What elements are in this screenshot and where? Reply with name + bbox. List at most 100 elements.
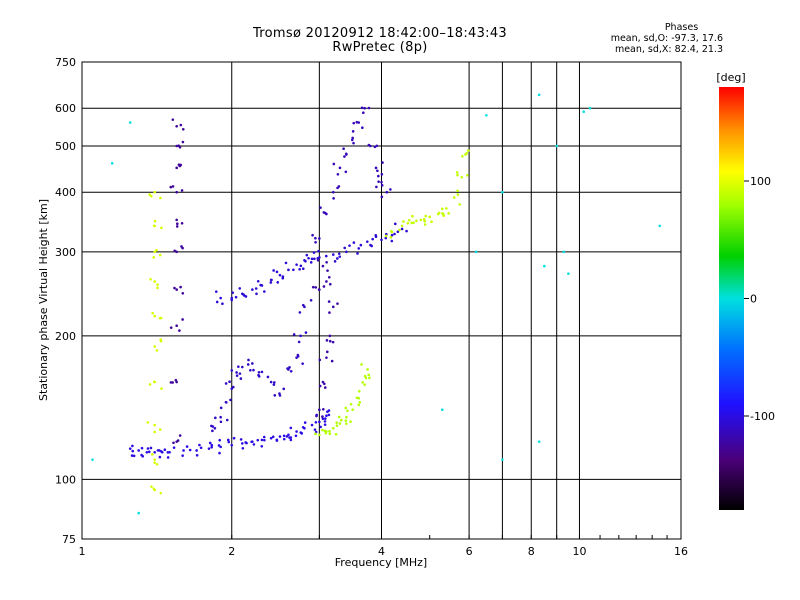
data-point [272, 269, 275, 272]
data-point [214, 416, 217, 420]
data-point [159, 339, 163, 343]
phase-stats-title: Phases [664, 22, 699, 33]
grid-lines [81, 62, 682, 539]
x-tick-label: 1 [79, 545, 86, 558]
data-point [381, 161, 384, 164]
data-point [310, 423, 314, 427]
data-point [260, 370, 264, 374]
data-point [210, 443, 214, 447]
data-point [155, 349, 159, 352]
data-point [146, 447, 150, 450]
data-point [385, 190, 389, 194]
data-point [351, 408, 354, 412]
data-point [179, 285, 182, 289]
data-point [359, 243, 363, 247]
data-point [282, 434, 286, 438]
data-point [344, 152, 348, 156]
data-point [582, 110, 586, 114]
data-point [405, 229, 408, 233]
data-point [173, 286, 176, 290]
data-point [175, 218, 178, 222]
colorbar-ticks: 100 0 -100 [744, 175, 775, 423]
data-point [173, 249, 176, 253]
data-point [319, 425, 322, 429]
x-tick-label: 2 [228, 545, 235, 558]
data-point [318, 358, 322, 362]
data-point [153, 314, 156, 318]
data-point [328, 311, 331, 314]
data-point [169, 185, 173, 189]
data-point [349, 402, 353, 406]
data-point [338, 255, 342, 258]
colorbar-tick-label: 0 [750, 293, 757, 306]
data-point [336, 172, 340, 176]
data-point [178, 434, 182, 437]
data-point [402, 220, 405, 223]
data-point [322, 382, 326, 386]
data-point [336, 302, 339, 305]
data-point [284, 261, 288, 265]
data-point [373, 145, 377, 149]
data-point [366, 240, 369, 243]
data-point [251, 362, 254, 365]
x-tick-label: 16 [674, 545, 688, 558]
data-point [145, 450, 149, 454]
data-point [237, 365, 240, 368]
data-point [270, 278, 273, 282]
data-point [176, 222, 179, 225]
data-point [289, 369, 293, 373]
data-point [221, 302, 224, 306]
data-point [230, 296, 234, 300]
data-point [295, 263, 298, 266]
data-point [259, 283, 262, 287]
data-point [158, 253, 162, 257]
data-point [301, 303, 305, 307]
data-point [181, 127, 185, 131]
data-point [311, 233, 314, 237]
data-point [275, 439, 279, 442]
data-point [215, 300, 219, 304]
data-point [225, 418, 229, 422]
data-point [332, 162, 336, 166]
data-point [255, 292, 258, 296]
data-point [153, 430, 156, 434]
data-point [325, 260, 328, 264]
data-point [328, 429, 331, 433]
y-tick-label: 100 [55, 473, 76, 486]
data-point [153, 250, 156, 254]
data-point [345, 422, 348, 425]
data-point [371, 237, 374, 241]
data-point [474, 250, 478, 254]
data-point [271, 435, 275, 439]
data-point [316, 259, 320, 262]
data-point [289, 426, 293, 430]
data-point [292, 268, 295, 272]
data-point [352, 121, 356, 125]
data-point [321, 417, 325, 421]
data-point [309, 261, 313, 264]
axis-ticks: 1 2 4 6 8 10 16 75 100 200 300 400 500 600 750 [55, 56, 688, 558]
data-point [361, 126, 364, 130]
data-points [91, 93, 662, 515]
data-point [380, 180, 383, 184]
data-point [262, 435, 266, 439]
data-point [299, 431, 303, 434]
data-point [567, 272, 570, 275]
data-point [342, 147, 345, 151]
data-point [213, 426, 217, 430]
data-point [410, 221, 413, 225]
data-point [423, 223, 427, 226]
data-point [149, 446, 153, 450]
data-point [166, 451, 170, 454]
data-point [380, 184, 384, 187]
data-point [325, 350, 329, 354]
y-tick-label: 300 [55, 246, 76, 259]
data-point [263, 290, 266, 293]
data-point [169, 326, 173, 329]
data-point [321, 428, 324, 432]
data-point [330, 359, 334, 363]
data-point [324, 254, 328, 258]
data-point [331, 190, 335, 194]
data-point [244, 441, 247, 444]
data-point [195, 449, 198, 452]
